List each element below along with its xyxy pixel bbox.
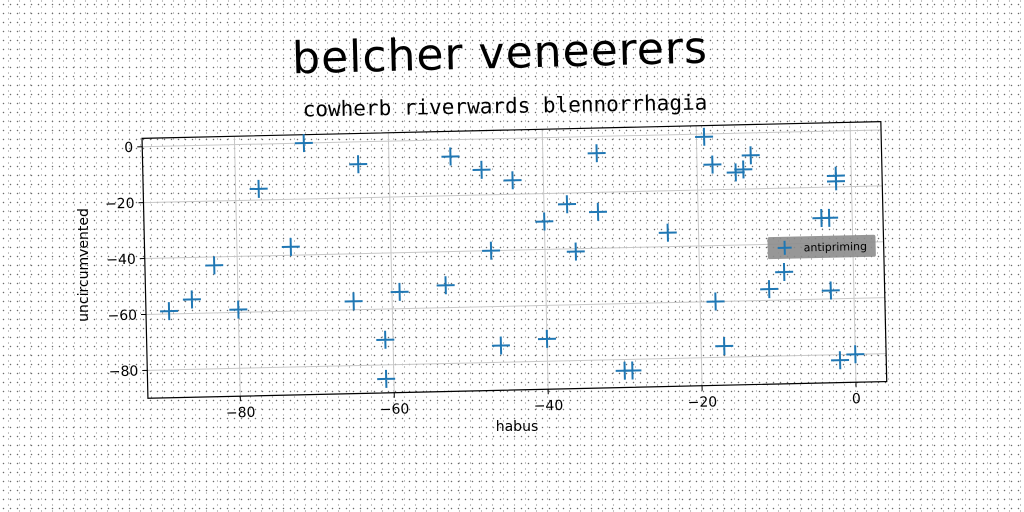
data-point [491, 336, 510, 355]
data-point [249, 179, 268, 198]
data-point [472, 160, 491, 179]
y-gridline [142, 129, 882, 148]
data-point [726, 163, 745, 182]
data-point [503, 171, 522, 190]
data-point [826, 172, 846, 191]
y-gridline [146, 297, 885, 315]
legend-marker [777, 240, 792, 255]
data-point [344, 292, 363, 311]
data-point [557, 195, 577, 214]
x-tick-label: −20 [687, 394, 717, 411]
y-gridline [147, 353, 887, 371]
data-point [294, 134, 313, 153]
axis-ticks: −80 −60 −40 −20 0 0 −20 −40 −60 −80 [105, 140, 861, 422]
data-point [775, 262, 794, 282]
data-point [535, 212, 554, 231]
data-point [760, 280, 779, 299]
x-tick-label: −60 [380, 401, 410, 418]
data-point [695, 127, 714, 146]
x-tick-label: −40 [534, 398, 564, 415]
y-tick-label: −80 [109, 364, 139, 381]
x-gridline [695, 125, 703, 386]
data-point [482, 241, 501, 260]
x-gridline [541, 129, 549, 390]
data-point [205, 256, 224, 275]
data-point [741, 146, 760, 165]
x-tick-label: −80 [226, 405, 256, 422]
data-point [281, 237, 300, 256]
grid [142, 122, 887, 397]
legend-label: antipriming [804, 240, 868, 254]
data-point [377, 369, 396, 388]
data-point [623, 361, 642, 380]
data-point [846, 345, 865, 364]
y-tick-label: −60 [107, 308, 137, 325]
data-point [390, 282, 409, 301]
x-gridline [233, 136, 241, 397]
data-point [436, 276, 455, 295]
plot-frame [141, 120, 888, 399]
y-tick-label: −20 [105, 196, 135, 213]
data-point [734, 160, 753, 179]
data-point [587, 144, 606, 163]
legend-box [767, 234, 876, 260]
data-point [349, 155, 368, 174]
y-tick-label: 0 [124, 140, 133, 156]
data-point [703, 155, 722, 174]
data-point [820, 208, 839, 227]
data-point [566, 242, 585, 261]
data-point [441, 147, 460, 166]
x-tick-label: 0 [852, 391, 861, 407]
data-point [658, 223, 677, 242]
y-gridline [144, 241, 884, 260]
data-point [715, 337, 734, 356]
legend: antipriming [767, 234, 876, 260]
data-point [588, 202, 608, 221]
data-point [229, 300, 248, 319]
y-gridline [143, 185, 883, 204]
data-point [821, 281, 840, 300]
data-point [706, 292, 725, 311]
x-gridline [387, 132, 395, 393]
data-points [160, 127, 865, 388]
data-point [182, 290, 201, 309]
y-tick-label: −40 [106, 252, 136, 269]
data-point [831, 351, 850, 370]
y-axis-label: uncircumvented [76, 208, 92, 322]
data-point [160, 302, 179, 321]
data-point [537, 329, 556, 348]
data-point [376, 330, 395, 349]
x-axis-label: habus [496, 419, 539, 435]
